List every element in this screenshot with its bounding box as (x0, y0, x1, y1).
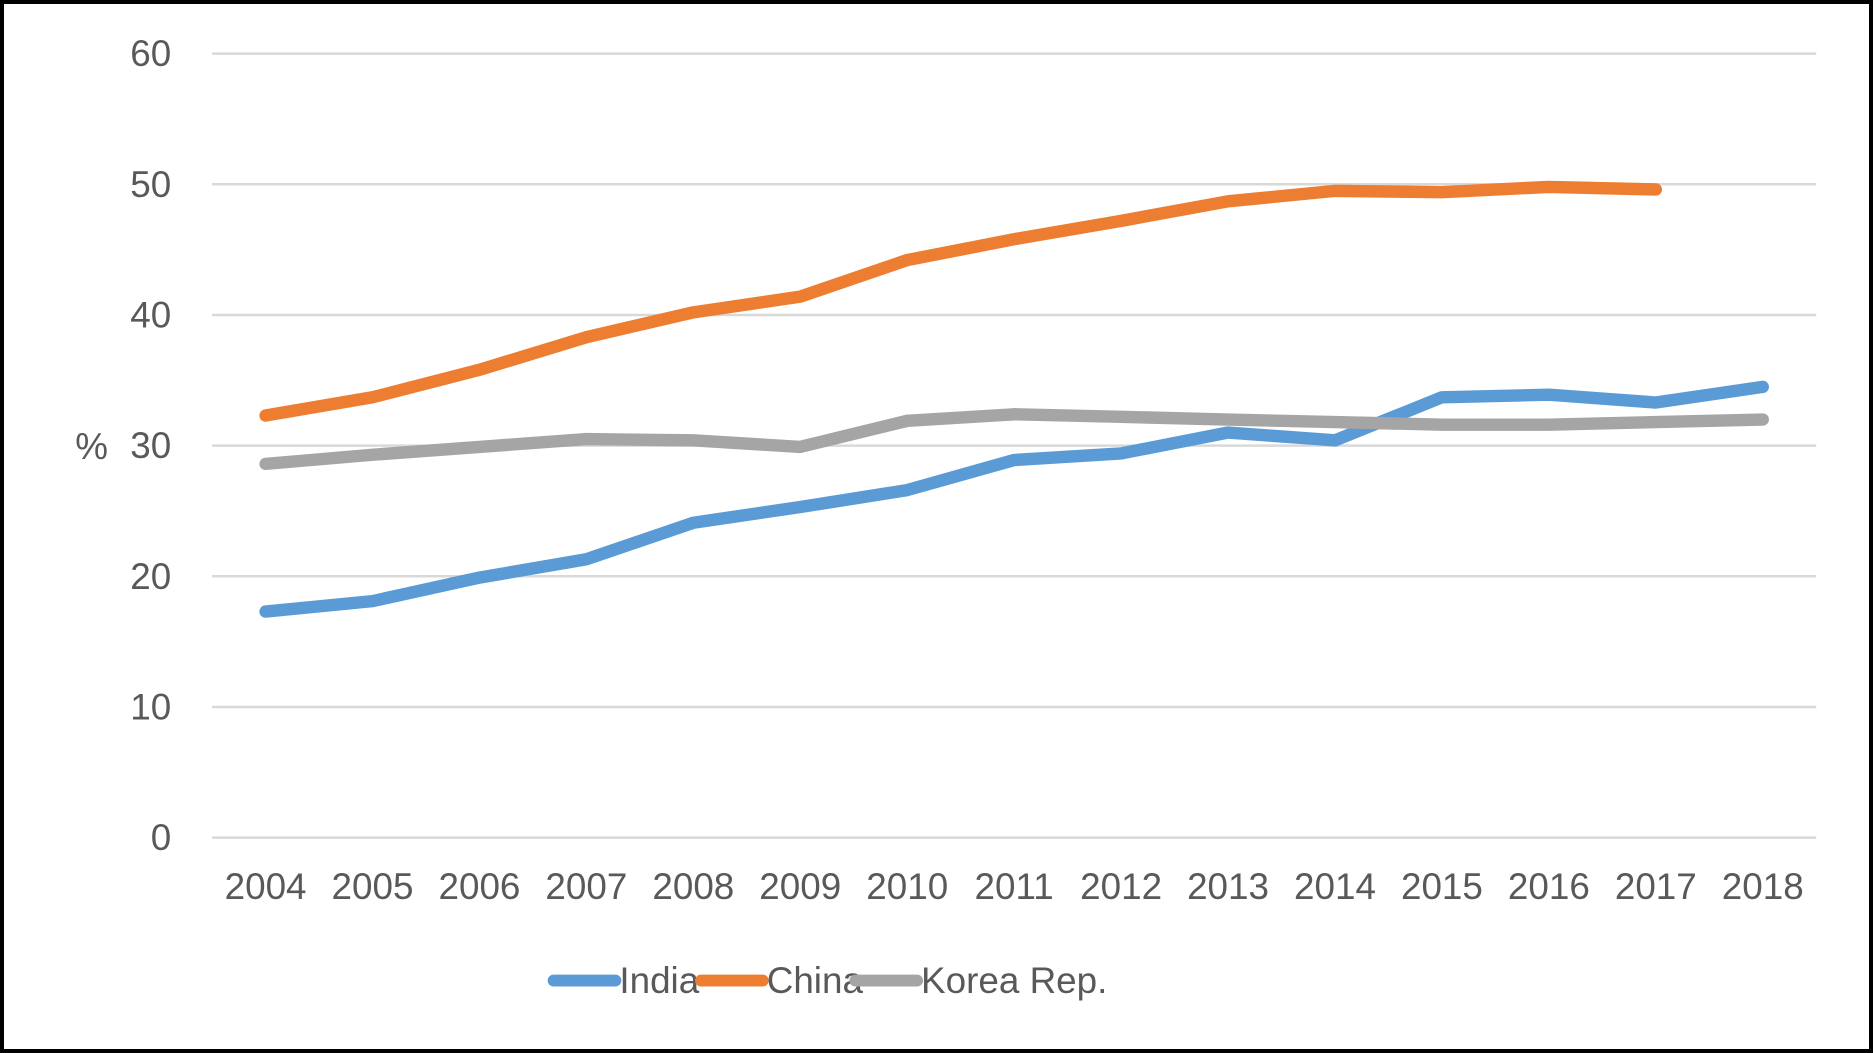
y-axis-tick-labels: 0 10 20 30 40 50 60 (130, 33, 171, 858)
series-line-china (259, 180, 1663, 422)
x-axis-tick-labels: 2004 2005 2006 2007 2008 2009 2010 2011 2012 2013… (225, 866, 1804, 907)
legend-label-china: China (767, 960, 864, 1001)
x-tick-label: 2009 (759, 866, 841, 907)
x-tick-label: 2008 (652, 866, 734, 907)
series-line-korea-rep (259, 408, 1769, 471)
x-tick-label: 2018 (1722, 866, 1804, 907)
x-tick-label: 2010 (866, 866, 948, 907)
x-tick-label: 2015 (1401, 866, 1483, 907)
x-tick-label: 2012 (1080, 866, 1162, 907)
x-tick-label: 2011 (975, 866, 1054, 907)
x-tick-label: 2013 (1187, 866, 1269, 907)
x-tick-label: 2014 (1294, 866, 1376, 907)
y-tick-label: 50 (130, 164, 171, 205)
x-tick-label: 2007 (545, 866, 627, 907)
line-chart: 0 10 20 30 40 50 60 % 2004 2005 2006 2007 2008 2009… (75, 33, 1817, 1001)
x-tick-label: 2016 (1508, 866, 1590, 907)
y-tick-label: 10 (130, 686, 171, 727)
y-tick-label: 30 (130, 425, 171, 466)
x-tick-label: 2005 (332, 866, 414, 907)
y-tick-label: 0 (151, 817, 171, 858)
y-tick-label: 40 (130, 294, 171, 335)
legend: India China Korea Rep. (547, 960, 1107, 1001)
legend-label-india: India (619, 960, 699, 1001)
y-tick-label: 60 (130, 33, 171, 74)
series-lines-group (259, 180, 1769, 618)
x-tick-label: 2017 (1615, 866, 1697, 907)
series-line-india (259, 380, 1769, 618)
x-tick-label: 2004 (225, 866, 307, 907)
y-tick-label: 20 (130, 556, 171, 597)
legend-label-korea-rep: Korea Rep. (921, 960, 1107, 1001)
y-axis-title: % (75, 426, 108, 467)
x-tick-label: 2006 (438, 866, 520, 907)
